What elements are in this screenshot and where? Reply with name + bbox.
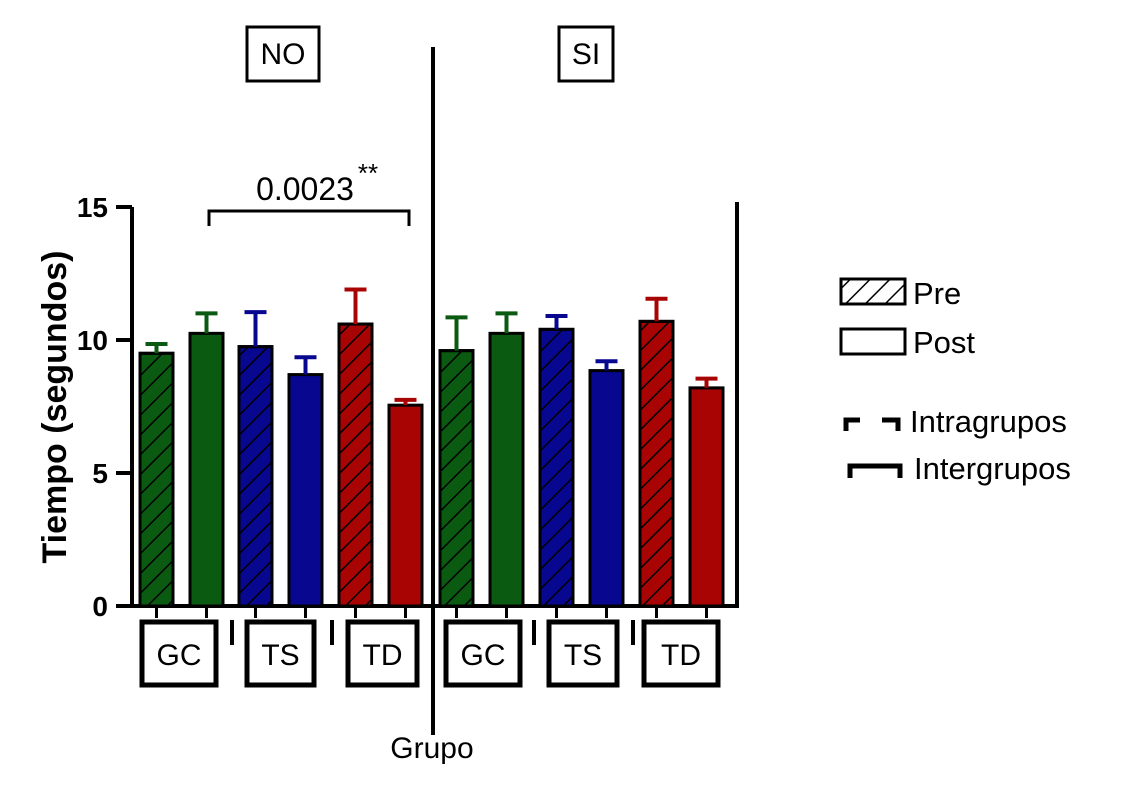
bar-no-ts-post: [287, 373, 324, 608]
bar-no-td-pre-hatch: [337, 322, 374, 608]
legend-label-intra: Intragrupos: [910, 404, 1067, 439]
category-si-ts-box: [546, 619, 620, 688]
legend-item-intra: Intragrupos: [843, 404, 1067, 439]
x-axis-label: Grupo: [390, 732, 473, 765]
category-si-gc-box: [443, 619, 523, 688]
legend: Pre Post Intragrupos Intergrupos: [839, 276, 1071, 486]
panel-label-si-box: SI: [557, 25, 615, 83]
bars: [138, 287, 725, 618]
category-no-td-box: [345, 619, 420, 688]
y-axis-label: Tiempo (segundos): [36, 251, 74, 564]
panel-label-si: SI: [572, 38, 600, 71]
bar-si-gc-pre-hatch: [438, 349, 475, 608]
bar-si-ts-pre-hatch: [538, 327, 575, 608]
category-si-td-label: TD: [661, 639, 701, 672]
category-no-ts-label: TS: [261, 639, 299, 672]
y-tick-label: 5: [92, 458, 108, 489]
y-tick-label: 0: [92, 591, 108, 622]
bar-si-ts-post: [588, 369, 625, 608]
bar-si-td-pre-hatch: [638, 319, 675, 608]
significance-bracket: 0.0023 **: [207, 158, 411, 226]
bar-no-gc-post: [188, 331, 225, 608]
legend-item-pre: Pre: [839, 276, 961, 311]
bar-si-td-post: [688, 386, 725, 608]
legend-swatch-inter: [847, 463, 903, 478]
panel-label-no-box: NO: [245, 25, 321, 83]
category-no-gc-label: GC: [157, 639, 202, 672]
bar-si-gc-post: [488, 331, 525, 608]
panel-label-no: NO: [261, 38, 306, 71]
category-si-td-box: [641, 619, 721, 688]
legend-item-post: Post: [839, 325, 975, 360]
bar-no-td-post: [387, 403, 424, 608]
legend-label-post: Post: [913, 325, 975, 360]
y-tick-label: 15: [77, 192, 108, 223]
bar-no-gc-pre-hatch: [138, 351, 175, 608]
legend-label-inter: Intergrupos: [914, 451, 1071, 486]
p-value-label: 0.0023: [256, 171, 354, 207]
y-tick-label: 10: [77, 325, 108, 356]
category-no-td-label: TD: [363, 639, 403, 672]
category-si-gc-label: GC: [461, 639, 506, 672]
category-boxes: GC TS TD GC TS TD: [139, 619, 721, 688]
category-si-ts-label: TS: [564, 639, 602, 672]
category-no-ts-box: [244, 619, 317, 688]
legend-label-pre: Pre: [913, 276, 961, 311]
category-no-gc-box: [139, 619, 219, 688]
legend-swatch-intra: [843, 417, 901, 431]
significance-stars: **: [358, 158, 378, 188]
bar-no-ts-pre-hatch: [237, 345, 274, 608]
legend-swatch-post: [839, 327, 907, 356]
legend-item-inter: Intergrupos: [847, 451, 1071, 486]
